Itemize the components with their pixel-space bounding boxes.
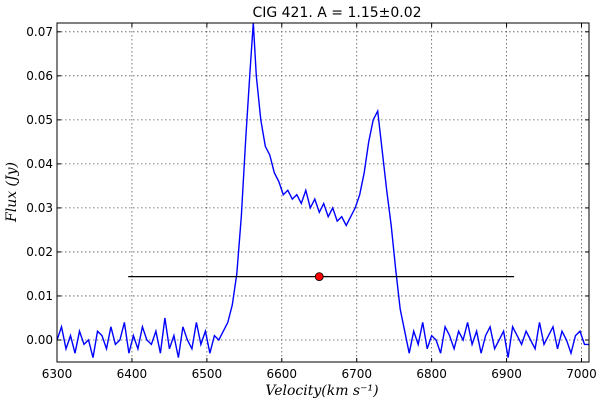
y-axis-label: Flux (Jy) [4,162,20,223]
y-tick-label: 0.02 [26,245,53,259]
y-tick-label: 0.00 [26,333,53,347]
spectrum-line [57,23,589,358]
plot-frame [56,22,590,363]
y-tick-label: 0.03 [26,201,53,215]
x-tick-label: 6800 [416,367,447,381]
grid-lines [57,23,589,362]
y-tick-label: 0.05 [26,113,53,127]
tick-marks [56,23,589,362]
series-layer [57,23,589,358]
y-tick-label: 0.06 [26,69,53,83]
x-tick-label: 6500 [192,367,223,381]
x-tick-label: 7000 [566,367,597,381]
y-tick-label: 0.04 [26,157,53,171]
x-tick-labels: 6300 6400 6500 6600 6700 6800 6900 7000 [42,367,597,381]
y-tick-labels: 0.00 0.01 0.02 0.03 0.04 0.05 0.06 0.07 [26,25,53,347]
x-tick-label: 6400 [117,367,148,381]
y-tick-label: 0.07 [26,25,53,39]
x-axis-label: Velocity(km s⁻¹) [265,383,378,399]
chart-title: CIG 421. A = 1.15±0.02 [252,5,421,21]
x-tick-label: 6700 [341,367,372,381]
x-tick-label: 6300 [42,367,73,381]
x-tick-label: 6600 [267,367,298,381]
y-tick-label: 0.01 [26,289,53,303]
x-tick-label: 6900 [491,367,522,381]
center-marker [314,272,324,281]
